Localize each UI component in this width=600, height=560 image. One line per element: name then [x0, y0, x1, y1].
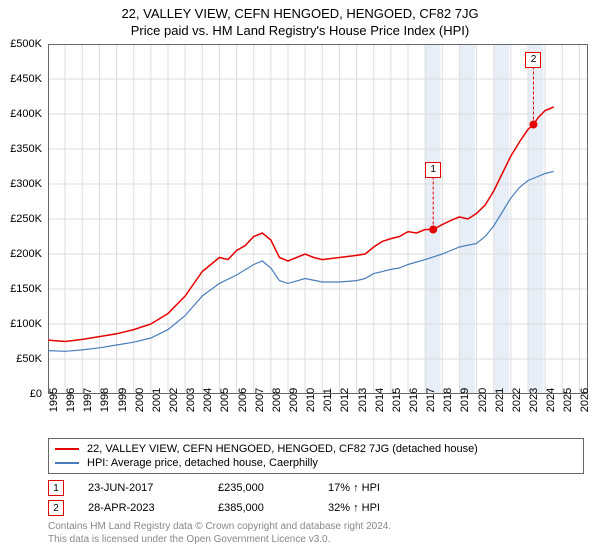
y-tick-label: £0 — [30, 388, 42, 400]
y-tick-label: £350K — [10, 143, 42, 155]
x-tick-label: 2013 — [357, 388, 369, 412]
x-tick-label: 2014 — [374, 388, 386, 412]
sale-row: 2 28-APR-2023£385,00032% ↑ HPI — [48, 498, 448, 518]
sale-date: 28-APR-2023 — [88, 502, 218, 514]
x-tick-label: 1997 — [82, 388, 94, 412]
sale-price: £385,000 — [218, 502, 328, 514]
x-tick-label: 1998 — [99, 388, 111, 412]
x-tick-label: 1995 — [48, 388, 60, 412]
x-tick-label: 2005 — [219, 388, 231, 412]
x-tick-label: 1999 — [117, 388, 129, 412]
x-tick-label: 2024 — [545, 388, 557, 412]
x-tick-label: 2003 — [185, 388, 197, 412]
x-tick-label: 2022 — [511, 388, 523, 412]
x-tick-label: 2007 — [254, 388, 266, 412]
sale-marker-badge: 2 — [48, 500, 64, 516]
x-tick-label: 2026 — [579, 388, 591, 412]
chart-container: 22, VALLEY VIEW, CEFN HENGOED, HENGOED, … — [0, 0, 600, 560]
sale-hpi-delta: 17% ↑ HPI — [328, 482, 448, 494]
y-tick-label: £200K — [10, 248, 42, 260]
x-tick-label: 2021 — [494, 388, 506, 412]
sale-marker-badge: 1 — [48, 480, 64, 496]
x-tick-label: 2025 — [562, 388, 574, 412]
x-tick-label: 2009 — [288, 388, 300, 412]
chart-title: 22, VALLEY VIEW, CEFN HENGOED, HENGOED, … — [0, 0, 600, 21]
y-tick-label: £250K — [10, 213, 42, 225]
y-tick-label: £100K — [10, 318, 42, 330]
x-tick-label: 2002 — [168, 388, 180, 412]
x-tick-label: 2019 — [459, 388, 471, 412]
x-tick-label: 2017 — [425, 388, 437, 412]
legend-item: HPI: Average price, detached house, Caer… — [55, 456, 577, 470]
sale-hpi-delta: 32% ↑ HPI — [328, 502, 448, 514]
sales-table: 1 23-JUN-2017£235,00017% ↑ HPI 2 28-APR-202… — [48, 478, 448, 518]
y-tick-label: £300K — [10, 178, 42, 190]
x-tick-label: 2020 — [477, 388, 489, 412]
footer-line-2: This data is licensed under the Open Gov… — [48, 533, 391, 546]
x-tick-label: 2001 — [151, 388, 163, 412]
x-tick-label: 2011 — [322, 388, 334, 412]
footer-attribution: Contains HM Land Registry data © Crown c… — [48, 520, 391, 546]
x-tick-label: 2012 — [339, 388, 351, 412]
y-tick-label: £500K — [10, 38, 42, 50]
legend-swatch — [55, 448, 79, 450]
y-tick-label: £50K — [16, 353, 42, 365]
x-tick-label: 2018 — [442, 388, 454, 412]
legend-label: HPI: Average price, detached house, Caer… — [87, 457, 318, 469]
sale-date: 23-JUN-2017 — [88, 482, 218, 494]
y-tick-label: £400K — [10, 108, 42, 120]
x-tick-label: 1996 — [65, 388, 77, 412]
legend-label: 22, VALLEY VIEW, CEFN HENGOED, HENGOED, … — [87, 443, 478, 455]
legend-item: 22, VALLEY VIEW, CEFN HENGOED, HENGOED, … — [55, 442, 577, 456]
sale-marker-label: 1 — [425, 162, 441, 178]
sale-row: 1 23-JUN-2017£235,00017% ↑ HPI — [48, 478, 448, 498]
chart-subtitle: Price paid vs. HM Land Registry's House … — [0, 21, 600, 42]
legend: 22, VALLEY VIEW, CEFN HENGOED, HENGOED, … — [48, 438, 584, 474]
y-tick-label: £150K — [10, 283, 42, 295]
chart-svg — [48, 44, 588, 394]
legend-swatch — [55, 462, 79, 464]
x-tick-label: 2015 — [391, 388, 403, 412]
sale-marker-label: 2 — [525, 52, 541, 68]
sale-price: £235,000 — [218, 482, 328, 494]
x-tick-label: 2006 — [237, 388, 249, 412]
footer-line-1: Contains HM Land Registry data © Crown c… — [48, 520, 391, 533]
y-tick-label: £450K — [10, 73, 42, 85]
x-tick-label: 2023 — [528, 388, 540, 412]
x-tick-label: 2008 — [271, 388, 283, 412]
chart-area: £0£50K£100K£150K£200K£250K£300K£350K£400… — [48, 44, 588, 394]
x-tick-label: 2016 — [408, 388, 420, 412]
x-tick-label: 2010 — [305, 388, 317, 412]
x-tick-label: 2004 — [202, 388, 214, 412]
x-tick-label: 2000 — [134, 388, 146, 412]
